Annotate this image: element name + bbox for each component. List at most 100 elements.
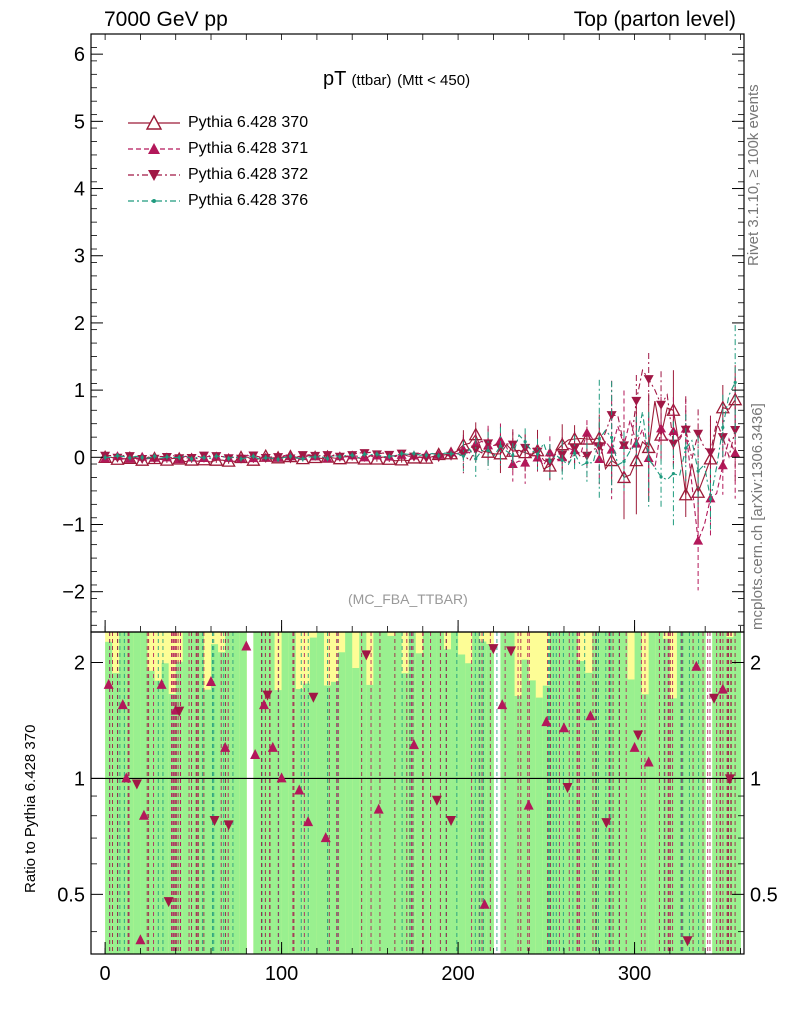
ratio-band-green: [267, 632, 276, 954]
ratio-marker-372: [633, 730, 644, 741]
marker-down-triangle: [618, 441, 629, 451]
marker-dot: [449, 452, 453, 456]
marker-dot: [733, 380, 737, 385]
ratio-band-green: [189, 632, 198, 954]
marker-dot: [474, 457, 478, 461]
ratio-band-green: [323, 685, 332, 954]
marker-dot: [511, 453, 515, 457]
marker-dot: [165, 455, 169, 459]
marker-dot: [128, 456, 132, 460]
ratio-y-tick-label: 1: [74, 768, 85, 790]
ratio-marker-372: [131, 779, 142, 790]
legend-entry-376: Pythia 6.428 376: [128, 191, 308, 211]
marker-down-triangle: [693, 429, 704, 439]
ratio-marker-372: [682, 936, 693, 947]
ratio-band-green: [260, 632, 268, 954]
main-y-tick-label: 3: [74, 246, 85, 268]
marker-dot: [461, 454, 465, 458]
marker-dot: [152, 454, 157, 458]
marker-dot: [140, 455, 144, 460]
ratio-band-green: [225, 632, 233, 954]
main-y-tick-label: 1: [74, 380, 85, 402]
ratio-marker-371: [303, 816, 314, 827]
ratio-marker-372: [174, 706, 185, 717]
marker-up-triangle: [581, 427, 592, 437]
ratio-band-green: [203, 689, 212, 954]
ratio-band-green: [726, 637, 734, 954]
marker-dot: [684, 446, 688, 450]
ratio-band-green: [571, 632, 579, 954]
ratio-band-green: [175, 661, 184, 954]
marker-down-triangle: [297, 451, 308, 461]
marker-dot: [387, 454, 391, 458]
ratio-band-green: [578, 661, 586, 954]
ratio-marker-371: [156, 678, 167, 689]
ratio-marker-371: [103, 678, 114, 689]
main-y-tick-label: 0: [74, 447, 85, 469]
ratio-marker-372: [562, 782, 573, 793]
ratio-band-green: [698, 632, 706, 954]
ratio-marker-371: [276, 772, 287, 783]
ratio-band-green: [119, 632, 127, 954]
ratio-band-green: [429, 632, 438, 954]
legend-entry-370: Pythia 6.428 370: [128, 113, 308, 133]
ratio-band-green: [500, 632, 509, 954]
plot-title: pT (ttbar) (Mtt < 450): [323, 68, 470, 91]
series-line-2: [105, 368, 736, 464]
marker-dot: [350, 453, 354, 457]
ratio-band-green: [458, 654, 466, 954]
x-tick-label: 300: [618, 963, 651, 985]
marker-down-triangle: [656, 400, 667, 410]
marker-down-triangle: [631, 396, 642, 406]
ratio-marker-371: [241, 640, 252, 651]
marker-dot: [288, 454, 293, 458]
ratio-band-green: [599, 632, 607, 954]
marker-dot: [301, 457, 305, 461]
ratio-band-green: [309, 637, 318, 954]
ratio-marker-371: [258, 699, 269, 710]
ratio-band-green: [415, 653, 424, 954]
marker-dot: [523, 440, 527, 444]
ratio-marker-371: [497, 699, 508, 710]
ratio-marker-372: [308, 692, 319, 703]
mcplots-label: mcplots.cern.ch [arXiv:1306.3436]: [749, 403, 766, 630]
legend-label-376: Pythia 6.428 376: [188, 192, 309, 209]
ratio-band-green: [535, 697, 544, 954]
marker-up-triangle: [507, 458, 518, 468]
ratio-band-green: [648, 632, 657, 954]
marker-open-triangle: [678, 487, 693, 501]
marker-open-triangle: [122, 450, 137, 464]
marker-dot: [115, 454, 120, 458]
ratio-marker-371: [691, 660, 702, 671]
header-right-label: Top (parton level): [573, 8, 736, 31]
ratio-marker-371: [558, 722, 569, 733]
marker-down-triangle: [285, 454, 296, 464]
ratio-band-green: [359, 632, 367, 954]
ratio-marker-371: [408, 739, 419, 750]
ratio-marker-371: [267, 741, 278, 752]
ratio-band-green: [218, 652, 226, 954]
marker-dot: [239, 457, 243, 461]
ratio-band-green: [140, 632, 148, 954]
rivet-version-label: Rivet 3.1.10, ≥ 100k events: [745, 84, 762, 266]
ratio-marker-371: [117, 699, 128, 710]
ratio-band-green: [606, 632, 614, 954]
marker-dot: [264, 456, 268, 460]
ratio-marker-372: [506, 646, 517, 657]
ratio-band-green: [126, 632, 134, 954]
marker-dot: [189, 457, 194, 461]
ratio-marker-371: [135, 934, 146, 945]
marker-down-triangle: [581, 451, 592, 461]
ratio-band-green: [634, 632, 643, 954]
ratio-marker-371: [320, 832, 331, 843]
x-tick-label: 200: [441, 963, 474, 985]
marker-dot: [610, 435, 614, 440]
ratio-band-green: [712, 632, 720, 954]
ratio-band-green: [443, 649, 452, 954]
ratio-band-green: [556, 632, 565, 954]
ratio-band-green: [133, 632, 141, 954]
ratio-band-green: [451, 632, 459, 954]
ratio-y-tick-label-right: 1: [750, 768, 761, 790]
marker-dot: [572, 451, 577, 455]
x-tick-label: 0: [100, 963, 111, 985]
